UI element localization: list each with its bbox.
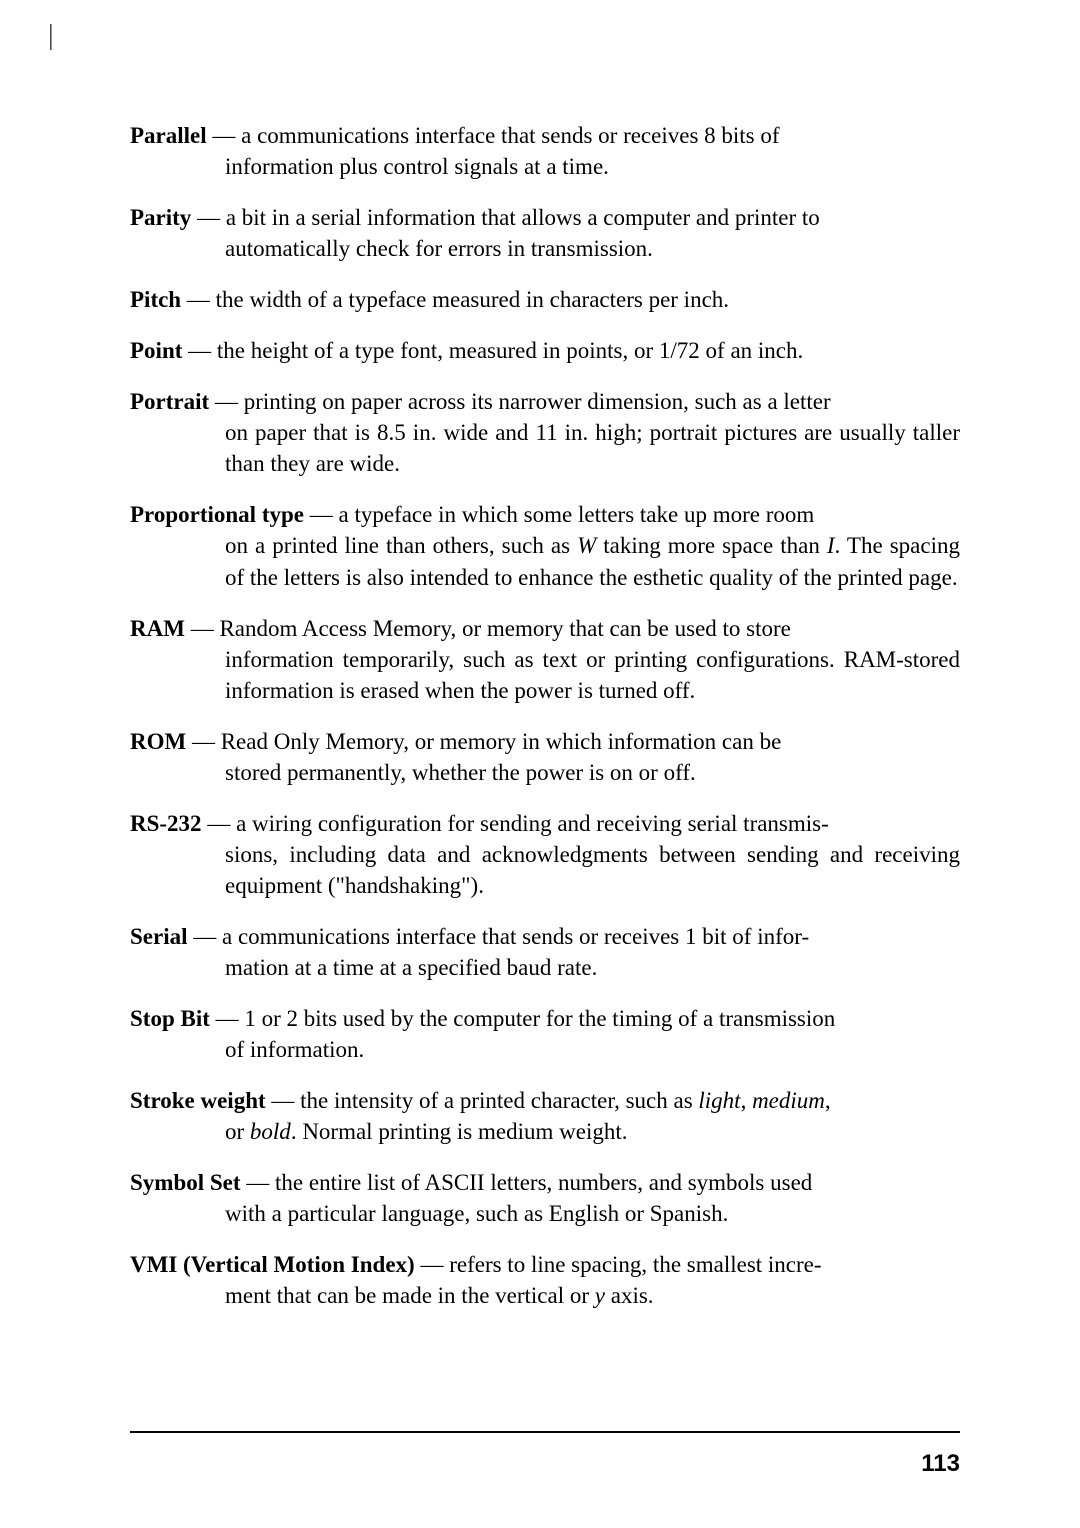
- entry-def-first: — the height of a type font, measured in…: [182, 338, 803, 363]
- glossary-entry: Parity — a bit in a serial information t…: [130, 202, 960, 264]
- glossary-entry: Point — the height of a type font, measu…: [130, 335, 960, 366]
- glossary-entry: Stroke weight — the intensity of a print…: [130, 1085, 960, 1147]
- entry-def-first: — printing on paper across its narrower …: [209, 389, 830, 414]
- entry-def-rest: information plus control signals at a ti…: [130, 151, 960, 182]
- page-content: Parallel — a communications interface th…: [0, 0, 1080, 1391]
- entry-term: Stop Bit: [130, 1006, 210, 1031]
- entry-term: VMI (Vertical Motion Index): [130, 1252, 415, 1277]
- binding-mark: |: [48, 20, 54, 52]
- glossary-entry: RS-232 — a wiring configuration for send…: [130, 808, 960, 901]
- entry-term: Portrait: [130, 389, 209, 414]
- glossary-entry: ROM — Read Only Memory, or memory in whi…: [130, 726, 960, 788]
- entry-term: ROM: [130, 729, 186, 754]
- glossary-entry: Proportional type — a typeface in which …: [130, 499, 960, 592]
- glossary-entry: VMI (Vertical Motion Index) — refers to …: [130, 1249, 960, 1311]
- footer-rule: [130, 1431, 960, 1433]
- entry-term: RS-232: [130, 811, 202, 836]
- entry-def-rest: sions, including data and acknowledgment…: [130, 839, 960, 901]
- entry-def-first: — 1 or 2 bits used by the computer for t…: [210, 1006, 835, 1031]
- entry-term: Parity: [130, 205, 191, 230]
- entry-def-rest: information temporarily, such as text or…: [130, 644, 960, 706]
- entry-def-rest: or bold. Normal printing is medium weigh…: [130, 1116, 960, 1147]
- entry-term: Point: [130, 338, 182, 363]
- entry-term: Pitch: [130, 287, 181, 312]
- entry-def-rest: on paper that is 8.5 in. wide and 11 in.…: [130, 417, 960, 479]
- glossary-entry: Stop Bit — 1 or 2 bits used by the compu…: [130, 1003, 960, 1065]
- entry-term: RAM: [130, 616, 185, 641]
- entry-def-first: — a wiring configuration for sending and…: [202, 811, 829, 836]
- glossary-entry: RAM — Random Access Memory, or memory th…: [130, 613, 960, 706]
- glossary-entry: Parallel — a communications interface th…: [130, 120, 960, 182]
- entry-def-first: — a bit in a serial information that all…: [191, 205, 820, 230]
- entry-term: Parallel: [130, 123, 207, 148]
- entry-def-first: — Random Access Memory, or memory that c…: [185, 616, 791, 641]
- glossary-entry: Serial — a communications interface that…: [130, 921, 960, 983]
- glossary-entry: Symbol Set — the entire list of ASCII le…: [130, 1167, 960, 1229]
- entry-def-rest: stored permanently, whether the power is…: [130, 757, 960, 788]
- entry-term: Symbol Set: [130, 1170, 241, 1195]
- entry-def-rest: automatically check for errors in transm…: [130, 233, 960, 264]
- entry-def-rest: of information.: [130, 1034, 960, 1065]
- entry-def-rest: ment that can be made in the vertical or…: [130, 1280, 960, 1311]
- entry-def-first: — Read Only Memory, or memory in which i…: [186, 729, 781, 754]
- entry-term: Proportional type: [130, 502, 304, 527]
- entry-term: Serial: [130, 924, 188, 949]
- page-number: 113: [921, 1450, 960, 1478]
- entry-def-rest: on a printed line than others, such as W…: [130, 530, 960, 592]
- entry-def-first: — the intensity of a printed character, …: [266, 1088, 831, 1113]
- entry-def-rest: mation at a time at a specified baud rat…: [130, 952, 960, 983]
- entry-term: Stroke weight: [130, 1088, 266, 1113]
- glossary-entry: Pitch — the width of a typeface measured…: [130, 284, 960, 315]
- entry-def-first: — refers to line spacing, the smallest i…: [415, 1252, 822, 1277]
- entry-def-first: — a communications interface that sends …: [207, 123, 780, 148]
- entry-def-first: — a communications interface that sends …: [188, 924, 810, 949]
- glossary-entries: Parallel — a communications interface th…: [130, 120, 960, 1311]
- entry-def-first: — the width of a typeface measured in ch…: [181, 287, 729, 312]
- glossary-entry: Portrait — printing on paper across its …: [130, 386, 960, 479]
- entry-def-rest: with a particular language, such as Engl…: [130, 1198, 960, 1229]
- entry-def-first: — a typeface in which some letters take …: [304, 502, 814, 527]
- entry-def-first: — the entire list of ASCII letters, numb…: [241, 1170, 813, 1195]
